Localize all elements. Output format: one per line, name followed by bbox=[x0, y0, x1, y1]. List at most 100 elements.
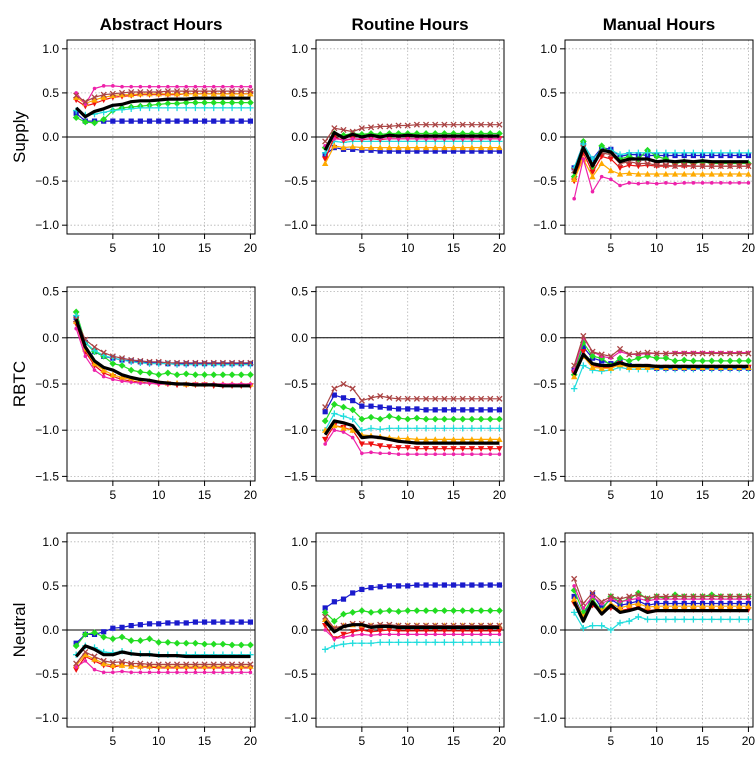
panel-neutral-routine-series-red-point-6 bbox=[367, 629, 375, 635]
panel-rbtc-manual-ytick-label-1: −1.0 bbox=[533, 423, 557, 437]
panel-neutral-abstract-series-green-point-18 bbox=[228, 641, 236, 649]
panel-supply-manual-series-orange-point-10 bbox=[653, 170, 660, 177]
panel-rbtc-routine-series-orange-point-16 bbox=[459, 436, 466, 443]
panel-neutral-routine-series-cyan-point-13 bbox=[432, 639, 439, 646]
panel-supply-routine-series-orange-point-9 bbox=[395, 144, 402, 151]
panel-neutral-abstract-series-orange-point-3 bbox=[91, 655, 98, 662]
panel-supply-manual-series-orange-point-13 bbox=[681, 170, 688, 177]
panel-rbtc-routine-series-red-point-16 bbox=[459, 446, 466, 452]
panel-supply-routine-series-brown-point-15 bbox=[450, 121, 457, 128]
panel-supply-routine-series-blue-point-16 bbox=[460, 148, 466, 154]
panel-rbtc-abstract-series-green-point-11 bbox=[164, 369, 172, 377]
panel-supply-manual-series-brown-point-18 bbox=[727, 163, 734, 170]
panel-neutral-manual-series-brown-point-19 bbox=[736, 593, 743, 600]
panel-supply-abstract-series-cyan-point-8 bbox=[137, 104, 144, 112]
panel-supply-manual-series-orange-point-4 bbox=[598, 160, 605, 167]
panel-rbtc-routine-series-red-point-13 bbox=[432, 446, 439, 452]
panel-rbtc-routine-series-blue-point-7 bbox=[377, 404, 383, 410]
panel-rbtc-abstract-xtick-label-1: 10 bbox=[152, 488, 166, 502]
panel-rbtc-abstract-series-green-point-1 bbox=[72, 308, 80, 316]
panel-neutral-routine-series-green-point-7 bbox=[376, 608, 384, 615]
panel-supply-abstract-series-orange-point-9 bbox=[146, 90, 153, 97]
panel-supply-abstract-series-green-point-2 bbox=[81, 118, 89, 126]
panel-neutral-routine-series-red-point-8 bbox=[386, 627, 393, 634]
panel-supply-abstract-series-brown-point-19 bbox=[238, 88, 245, 95]
panel-rbtc-routine-series-blue-point-16 bbox=[460, 407, 466, 413]
panel-supply-abstract-series-magenta-point-4 bbox=[101, 84, 106, 88]
panel-supply-manual-series-brown bbox=[573, 147, 749, 171]
panel-neutral-abstract-series-brown-point-6 bbox=[118, 658, 126, 665]
panel-neutral-routine-series-magenta-point-9 bbox=[396, 632, 401, 637]
panel-rbtc-abstract-series-brown-point-15 bbox=[201, 359, 208, 366]
panel-rbtc-routine-series-blue-point-10 bbox=[405, 406, 411, 412]
panel-rbtc-abstract-xtick-label-2: 15 bbox=[198, 488, 212, 502]
panel-rbtc-manual-series-blue-point-2 bbox=[580, 344, 586, 350]
panel-rbtc-manual-series-orange-point-4 bbox=[598, 365, 605, 371]
panel-neutral-abstract-series-magenta-point-5 bbox=[111, 670, 115, 675]
panel-neutral-manual-series-cyan-point-7 bbox=[625, 617, 633, 625]
panel-neutral-abstract-series-blue-point-13 bbox=[183, 620, 189, 626]
panel-rbtc-abstract-series-brown-point-6 bbox=[118, 355, 126, 362]
panel-supply-manual-series-cyan-point-12 bbox=[671, 149, 679, 157]
panel-neutral-routine-series-magenta-point-3 bbox=[341, 635, 346, 639]
panel-rbtc-routine-series-orange-point-17 bbox=[468, 436, 476, 443]
panel-supply-manual-series-cyan-point-20 bbox=[745, 149, 752, 157]
panel-rbtc-routine-series-orange-point-19 bbox=[487, 436, 494, 443]
panel-neutral-abstract-series-magenta-point-13 bbox=[184, 670, 189, 675]
panel-supply-routine-series-orange-point-5 bbox=[358, 144, 366, 151]
panel-neutral-routine-series-red-point-7 bbox=[376, 628, 384, 635]
panel-rbtc-routine-series-green-point-3 bbox=[340, 403, 347, 411]
panel-neutral-manual-series-orange-point-13 bbox=[681, 602, 688, 609]
panel-neutral-routine-series-magenta-point-17 bbox=[470, 632, 474, 637]
panel-rbtc-abstract-ytick-label-4: 0.5 bbox=[42, 285, 59, 299]
panel-neutral-manual-series-orange-point-8 bbox=[635, 600, 642, 607]
panel-rbtc-routine-series-blue-point-11 bbox=[414, 406, 420, 412]
panel-supply-routine-series-brown-point-17 bbox=[468, 121, 475, 128]
panel-neutral-manual-series-cyan-point-1 bbox=[570, 609, 578, 616]
panel-neutral-routine-series-blue-point-10 bbox=[405, 583, 411, 589]
panel-supply-manual-series-cyan-point-11 bbox=[662, 149, 670, 157]
panel-supply-abstract-series-green-point-12 bbox=[173, 100, 181, 107]
panel-supply-abstract-series-magenta-point-9 bbox=[147, 84, 152, 89]
panel-rbtc-routine-series-magenta-point-7 bbox=[378, 451, 382, 456]
panel-supply-abstract-series-green-point-18 bbox=[228, 99, 236, 107]
panel-supply-abstract-series-green-point-15 bbox=[201, 99, 208, 107]
panel-neutral-routine-series-cyan-point-8 bbox=[386, 639, 393, 646]
panel-neutral-abstract-series-orange-point-14 bbox=[192, 662, 199, 669]
panel-supply-manual-series-brown-point-20 bbox=[745, 163, 752, 170]
panel-neutral-manual-series-brown-point-17 bbox=[717, 593, 724, 600]
panel-supply-abstract-series-orange-point-16 bbox=[210, 90, 217, 97]
panel-rbtc-abstract-series-brown-point-19 bbox=[238, 359, 245, 366]
panel-supply-routine-series-magenta-point-18 bbox=[479, 136, 483, 141]
panel-neutral-abstract-series-magenta-point-20 bbox=[248, 670, 253, 675]
panel-supply-routine-ytick-label-0: −1.0 bbox=[284, 218, 308, 232]
panel-supply-routine-xtick-label-2: 15 bbox=[447, 241, 461, 255]
panel-supply-routine-series-green-point-7 bbox=[376, 130, 384, 138]
panel-rbtc-manual-series-green-point-8 bbox=[634, 354, 642, 362]
panel-neutral-routine-ytick-label-2: 0.0 bbox=[291, 623, 308, 637]
panel-rbtc-routine-series-orange-point-2 bbox=[331, 422, 338, 429]
panel-neutral-routine-series-magenta-point-4 bbox=[350, 633, 355, 638]
panel-rbtc-manual-series-cyan-point-2 bbox=[580, 362, 587, 369]
panel-rbtc-routine-series-brown-point-16 bbox=[459, 395, 466, 402]
panel-rbtc-routine-series-green-point-5 bbox=[358, 415, 366, 423]
panel-neutral-routine-series-green-point-16 bbox=[459, 607, 467, 614]
panel-supply-manual-series-brown-point-11 bbox=[662, 162, 669, 169]
panel-rbtc-manual-series-brown-point-3 bbox=[589, 348, 596, 355]
panel-rbtc-abstract-series-magenta-point-3 bbox=[92, 368, 97, 372]
panel-supply-abstract-series-orange-point-8 bbox=[137, 90, 144, 97]
panel-rbtc-manual-series-brown-point-8 bbox=[635, 350, 642, 357]
panel-supply-abstract-series-blue-point-15 bbox=[201, 118, 208, 124]
panel-rbtc-routine-series-cyan-point-18 bbox=[477, 425, 485, 432]
panel-supply-routine-series-magenta-point-20 bbox=[497, 136, 502, 141]
panel-neutral-manual-ytick-label-1: −0.5 bbox=[533, 667, 557, 681]
panel-neutral-routine-series-red-point-5 bbox=[358, 627, 366, 634]
panel-rbtc-manual-xtick-label-1: 10 bbox=[650, 488, 664, 502]
panel-rbtc-routine-series-red-point-9 bbox=[395, 445, 402, 451]
panel-neutral-routine-series-magenta-point-5 bbox=[360, 632, 364, 637]
column-title-abstract: Abstract Hours bbox=[100, 15, 223, 34]
panel-neutral-manual-series-brown-point-3 bbox=[589, 589, 596, 597]
panel-supply-manual-series-magenta-point-12 bbox=[673, 181, 677, 186]
panel-rbtc-routine-series-green-point-16 bbox=[459, 415, 467, 423]
panel-supply-abstract-series-orange-point-10 bbox=[155, 90, 162, 97]
